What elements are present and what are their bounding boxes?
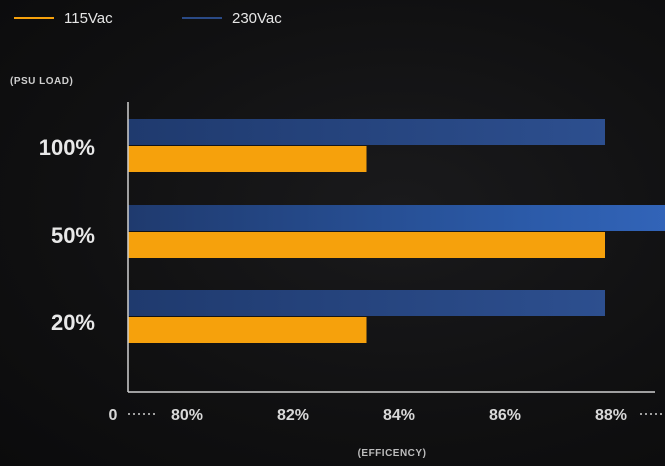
x-tick-label-88: 88% [595, 407, 627, 424]
x-axis-title: (EFFICENCY) [358, 448, 427, 459]
bar-230vac-load-20 [128, 290, 605, 316]
bar-115vac-load-20 [128, 317, 367, 343]
bar-230vac-load-50 [128, 205, 665, 231]
x-tick-label-86: 86% [489, 407, 521, 424]
x-tick-label-82: 82% [277, 407, 309, 424]
x-tick-label-0: 0 [109, 407, 118, 424]
legend-label-115vac: 115Vac [64, 10, 113, 27]
category-label-100: 100% [39, 135, 95, 160]
legend: 115Vac 230Vac [14, 10, 282, 27]
bars [128, 119, 665, 343]
category-label-50: 50% [51, 223, 95, 248]
legend-label-230vac: 230Vac [232, 10, 282, 27]
category-label-20: 20% [51, 310, 95, 335]
category-labels: 100% 50% 20% [39, 135, 95, 335]
x-tick-label-80: 80% [171, 407, 203, 424]
x-tick-labels: 0 80% 82% 84% 86% 88% [109, 407, 662, 424]
y-axis-title: (PSU LOAD) [10, 76, 73, 87]
bar-115vac-load-100 [128, 146, 367, 172]
bar-230vac-load-100 [128, 119, 605, 145]
axes [127, 102, 655, 393]
x-tick-label-84: 84% [383, 407, 415, 424]
bar-115vac-load-50 [128, 232, 605, 258]
